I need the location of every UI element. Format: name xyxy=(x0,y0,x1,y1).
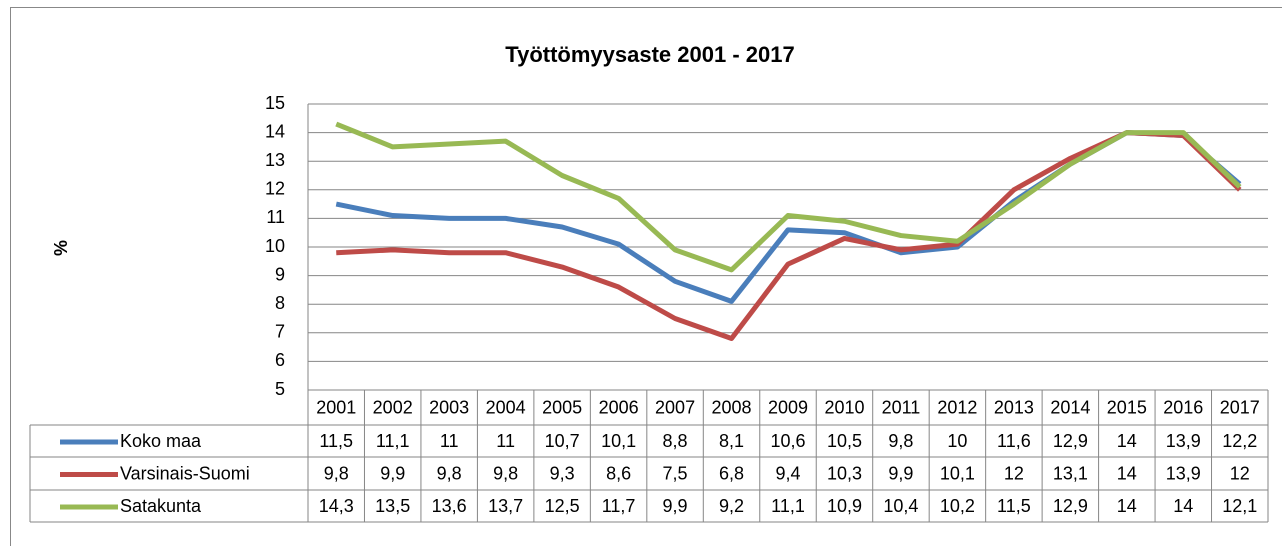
y-tick-label: 11 xyxy=(266,207,285,227)
x-tick-label: 2003 xyxy=(429,397,469,417)
table-cell: 14 xyxy=(1117,496,1137,516)
table-cell: 10,6 xyxy=(770,431,805,451)
table-cell: 9,8 xyxy=(888,431,913,451)
x-tick-label: 2005 xyxy=(542,397,582,417)
x-tick-label: 2015 xyxy=(1107,397,1147,417)
x-tick-label: 2010 xyxy=(824,397,864,417)
x-tick-label: 2002 xyxy=(373,397,413,417)
x-tick-label: 2009 xyxy=(768,397,808,417)
table-cell: 9,9 xyxy=(888,463,913,483)
table-cell: 12 xyxy=(1004,463,1024,483)
table-cell: 12,9 xyxy=(1053,431,1088,451)
table-cell: 14,3 xyxy=(319,496,354,516)
chart-title: Työttömyysaste 2001 - 2017 xyxy=(505,42,794,67)
table-cell: 13,5 xyxy=(375,496,410,516)
x-tick-label: 2001 xyxy=(316,397,356,417)
y-tick-label: 6 xyxy=(275,350,285,370)
table-cell: 11 xyxy=(496,431,515,451)
table-cell: 14 xyxy=(1173,496,1193,516)
x-tick-label: 2017 xyxy=(1220,397,1260,417)
table-cell: 9,8 xyxy=(437,463,462,483)
series-line xyxy=(335,121,1242,273)
x-tick-label: 2013 xyxy=(994,397,1034,417)
table-cell: 14 xyxy=(1117,431,1137,451)
table-cell: 12,1 xyxy=(1222,496,1257,516)
table-cell: 13,9 xyxy=(1166,463,1201,483)
table-cell: 8,6 xyxy=(606,463,631,483)
table-cell: 9,8 xyxy=(493,463,518,483)
table-cell: 13,7 xyxy=(488,496,523,516)
x-tick-label: 2004 xyxy=(486,397,526,417)
table-cell: 12,5 xyxy=(545,496,580,516)
table-cell: 10,2 xyxy=(940,496,975,516)
table-cell: 9,3 xyxy=(550,463,575,483)
table-cell: 12,9 xyxy=(1053,496,1088,516)
legend-label: Satakunta xyxy=(120,496,202,516)
table-cell: 13,9 xyxy=(1166,431,1201,451)
table-cell: 9,8 xyxy=(324,463,349,483)
table-cell: 11 xyxy=(440,431,459,451)
table-cell: 6,8 xyxy=(719,463,744,483)
series-line xyxy=(336,130,1242,342)
table-cell: 10 xyxy=(947,431,967,451)
table-cell: 10,5 xyxy=(827,431,862,451)
table-cell: 9,9 xyxy=(380,463,405,483)
y-tick-label: 14 xyxy=(265,121,285,141)
x-tick-label: 2014 xyxy=(1050,397,1090,417)
x-tick-label: 2008 xyxy=(712,397,752,417)
legend-label: Varsinais-Suomi xyxy=(120,463,250,483)
table-cell: 13,6 xyxy=(432,496,467,516)
table-cell: 10,4 xyxy=(883,496,918,516)
table-cell: 10,3 xyxy=(827,463,862,483)
x-tick-label: 2011 xyxy=(882,397,921,417)
y-tick-label: 13 xyxy=(265,150,285,170)
table-cell: 8,1 xyxy=(719,431,744,451)
table-cell: 11,7 xyxy=(602,496,636,516)
x-tick-label: 2012 xyxy=(937,397,977,417)
table-cell: 12,2 xyxy=(1222,431,1257,451)
y-tick-label: 15 xyxy=(265,93,285,113)
x-tick-label: 2006 xyxy=(599,397,639,417)
table-cell: 11,5 xyxy=(997,496,1031,516)
table-cell: 9,9 xyxy=(663,496,688,516)
y-tick-label: 5 xyxy=(275,379,285,399)
table-cell: 12 xyxy=(1230,463,1250,483)
table-cell: 11,6 xyxy=(997,431,1031,451)
y-tick-label: 9 xyxy=(275,264,285,284)
y-tick-label: 7 xyxy=(275,322,285,342)
y-tick-label: 8 xyxy=(275,293,285,313)
table-cell: 10,1 xyxy=(940,463,975,483)
table-cell: 9,4 xyxy=(775,463,800,483)
table-cell: 14 xyxy=(1117,463,1137,483)
table-cell: 11,1 xyxy=(771,496,805,516)
x-tick-label: 2016 xyxy=(1163,397,1203,417)
table-cell: 10,7 xyxy=(545,431,580,451)
chart-frame xyxy=(10,7,1282,546)
table-cell: 11,5 xyxy=(319,431,353,451)
table-cell: 7,5 xyxy=(663,463,688,483)
table-cell: 10,1 xyxy=(601,431,636,451)
table-cell: 9,2 xyxy=(719,496,744,516)
y-tick-label: 12 xyxy=(265,179,285,199)
legend-label: Koko maa xyxy=(120,431,202,451)
table-cell: 13,1 xyxy=(1053,463,1088,483)
table-cell: 10,9 xyxy=(827,496,862,516)
table-cell: 8,8 xyxy=(663,431,688,451)
y-axis-label: % xyxy=(51,240,71,256)
x-tick-label: 2007 xyxy=(655,397,695,417)
y-tick-label: 10 xyxy=(265,236,285,256)
table-cell: 11,1 xyxy=(376,431,410,451)
